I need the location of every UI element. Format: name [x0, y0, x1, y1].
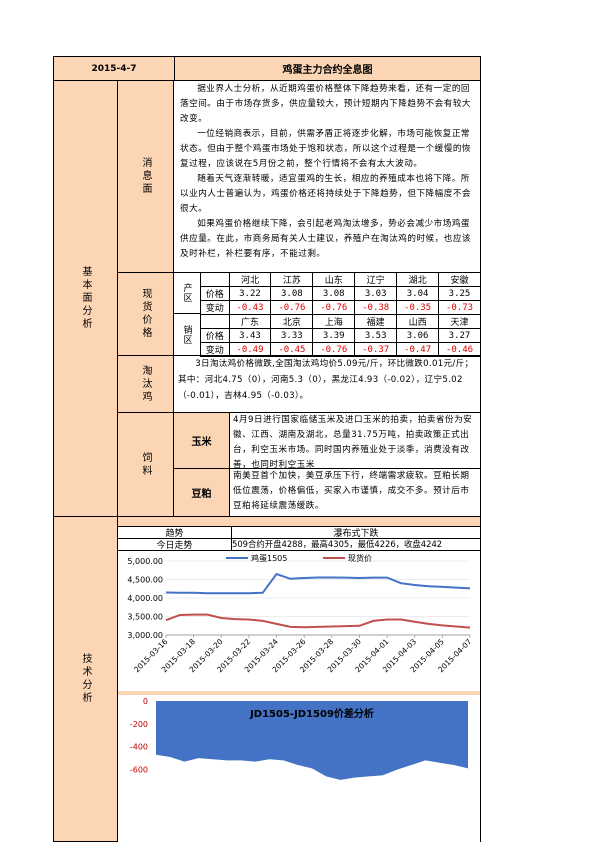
today-label: 今日走势	[117, 538, 232, 551]
series-line	[165, 572, 471, 595]
legend-label: 鸡蛋1505	[251, 553, 287, 563]
sales-label-cell: 销区	[173, 313, 201, 356]
header-date: 2015-4-7	[53, 56, 175, 81]
region-cell: 上海	[312, 314, 356, 329]
price-cell: 3.53	[354, 328, 398, 343]
price-line-chart: 5,000.00 4,500.00 4,000.00 3,500.00 3,000.00…	[118, 551, 480, 691]
price-cell: 3.04	[396, 286, 440, 301]
change-cell: -0.46	[438, 342, 481, 357]
spot-price-table: 河北 江苏 山东 辽宁 湖北 安徽 价格 3.22 3.08 3.08 3.03…	[200, 272, 481, 357]
fundamental-label: 基本面分析	[80, 266, 91, 331]
region-cell: 北京	[270, 314, 314, 329]
price-cell: 3.08	[270, 286, 314, 301]
region-cell: 山东	[312, 272, 356, 287]
row-label: 价格	[200, 286, 230, 301]
price-cell: 3.03	[354, 286, 398, 301]
y-tick-label: 3,500.00	[127, 613, 163, 622]
change-cell: -0.76	[312, 300, 356, 315]
today-value: 509合约开盘4288，最高4305，最低4226，收盘4242	[231, 538, 481, 551]
production-price-row: 价格 3.22 3.08 3.08 3.03 3.04 3.25	[200, 286, 481, 301]
row-label: 变动	[200, 342, 230, 357]
chart-background	[118, 551, 480, 691]
change-cell: -0.38	[354, 300, 398, 315]
region-cell: 湖北	[396, 272, 440, 287]
price-cell: 3.22	[228, 286, 272, 301]
production-label-cell: 产区	[173, 272, 201, 314]
region-cell: 安徽	[438, 272, 481, 287]
page-title: 鸡蛋主力合约全息图	[174, 56, 481, 81]
spread-area	[156, 701, 468, 780]
news-content: 据业界人士分析，从近期鸡蛋价格整体下降趋势来看，还有一定的回落空间。由于市场存货…	[173, 80, 481, 273]
region-cell: 广东	[228, 314, 272, 329]
y-tick-label: -400	[130, 743, 148, 752]
y-tick-label: -600	[130, 766, 148, 775]
news-label: 消息面	[140, 157, 151, 196]
production-change-row: 变动 -0.43 -0.76 -0.76 -0.38 -0.35 -0.73	[200, 300, 481, 315]
production-label: 产区	[181, 283, 192, 303]
region-cell: 山西	[396, 314, 440, 329]
sales-region-row: 广东 北京 上海 福建 山西 天津	[201, 314, 481, 329]
technical-label: 技术分析	[80, 653, 91, 705]
spot-label-cell: 现货价格	[117, 272, 174, 356]
change-cell: -0.43	[228, 300, 272, 315]
y-tick-label: -200	[130, 720, 148, 729]
spread-area-chart: 0 -200 -400 -600 JD1505-JD1509价差分析	[118, 695, 480, 842]
change-cell: -0.49	[228, 342, 272, 357]
change-cell: -0.35	[396, 300, 440, 315]
region-cell: 河北	[228, 272, 272, 287]
price-cell: 3.25	[438, 286, 481, 301]
production-region-row: 河北 江苏 山东 辽宁 湖北 安徽	[201, 272, 481, 287]
price-cell: 3.33	[270, 328, 314, 343]
y-tick-label: 5,000.00	[127, 557, 163, 566]
spot-label: 现货价格	[140, 288, 151, 340]
y-tick-label: 3,000.00	[127, 631, 163, 640]
sales-label: 销区	[181, 324, 192, 345]
culled-label-cell: 淘汰鸡	[117, 355, 174, 413]
change-cell: -0.73	[438, 300, 481, 315]
technical-section: 技术分析	[53, 516, 118, 842]
news-paragraph: 如果鸡蛋价格继续下降，会引起老鸡淘汰增多，势必会减少市场鸡蛋供应量。在此，市商务…	[180, 219, 472, 259]
soymeal-content: 南美豆首个加快，美豆承压下行，终端需求疲软。豆粕长期低位震荡，价格偏低，买家入市…	[229, 468, 481, 517]
y-tick-label: 4,500.00	[127, 576, 163, 585]
news-paragraph: 据业界人士分析，从近期鸡蛋价格整体下降趋势来看，还有一定的回落空间。由于市场存货…	[180, 84, 472, 124]
region-cell: 辽宁	[354, 272, 398, 287]
culled-label: 淘汰鸡	[140, 364, 151, 404]
fundamental-section: 基本面分析	[53, 80, 118, 517]
feed-label-cell: 饲料	[117, 412, 174, 517]
price-cell: 3.39	[312, 328, 356, 343]
news-paragraph: 一位经销商表示，目前，供需矛盾正将逐步化解，市场可能恢复正常状态。但由于整个鸡蛋…	[180, 129, 472, 169]
change-cell: -0.45	[270, 342, 314, 357]
culled-content: 3日淘汰鸡价格微跌,全国淘汰鸡均价5.09元/斤，环比微跌0.01元/斤；其中：…	[173, 355, 481, 413]
news-paragraph: 随着天气逐渐转暖，适宜蛋鸡的生长，相应的养殖成本也将下降。所以业内人士普遍认为，…	[180, 174, 472, 214]
sales-change-row: 变动 -0.49 -0.45 -0.76 -0.37 -0.47 -0.46	[200, 342, 481, 357]
change-cell: -0.76	[312, 342, 356, 357]
sales-price-row: 价格 3.43 3.33 3.39 3.53 3.06 3.27	[200, 328, 481, 343]
price-cell: 3.06	[396, 328, 440, 343]
row-label: 价格	[200, 328, 230, 343]
feed-label: 饲料	[140, 451, 151, 478]
news-label-cell: 消息面	[117, 80, 174, 273]
legend-label: 现货价	[348, 553, 372, 563]
change-cell: -0.76	[270, 300, 314, 315]
price-cell: 3.27	[438, 328, 481, 343]
y-tick-label: 4,000.00	[127, 594, 163, 603]
soymeal-label: 豆粕	[173, 468, 230, 517]
price-cell: 3.43	[228, 328, 272, 343]
region-cell: 江苏	[270, 272, 314, 287]
y-tick-label: 0	[143, 697, 148, 706]
corn-label: 玉米	[173, 412, 230, 469]
row-label: 变动	[200, 300, 230, 315]
corn-content: 4月9日进行国家临储玉米及进口玉米的拍卖，拍卖省份为安徽、江西、湖南及湖北，总量…	[229, 412, 481, 469]
series-line	[165, 613, 471, 629]
change-cell: -0.47	[396, 342, 440, 357]
chart-title: JD1505-JD1509价差分析	[249, 707, 374, 720]
price-cell: 3.08	[312, 286, 356, 301]
region-cell: 天津	[438, 314, 481, 329]
region-cell: 福建	[354, 314, 398, 329]
